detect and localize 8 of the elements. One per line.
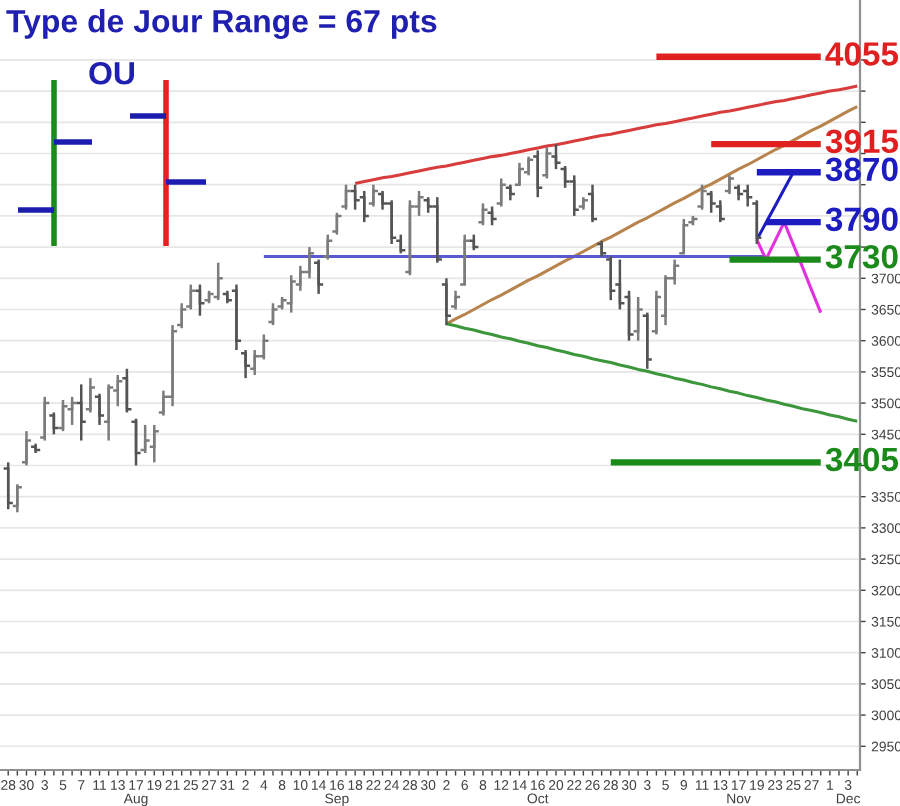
series-label: 3790 — [825, 207, 898, 232]
series-label: 3405 — [825, 447, 899, 472]
annotation: OU — [89, 61, 135, 85]
series-label: 4055 — [825, 42, 899, 66]
series-label: 3730 — [825, 244, 898, 269]
series-label: 3870 — [825, 157, 898, 182]
series-label: 3915 — [825, 129, 899, 154]
chart-title: Type de Jour Range = 67 pts — [6, 9, 437, 39]
